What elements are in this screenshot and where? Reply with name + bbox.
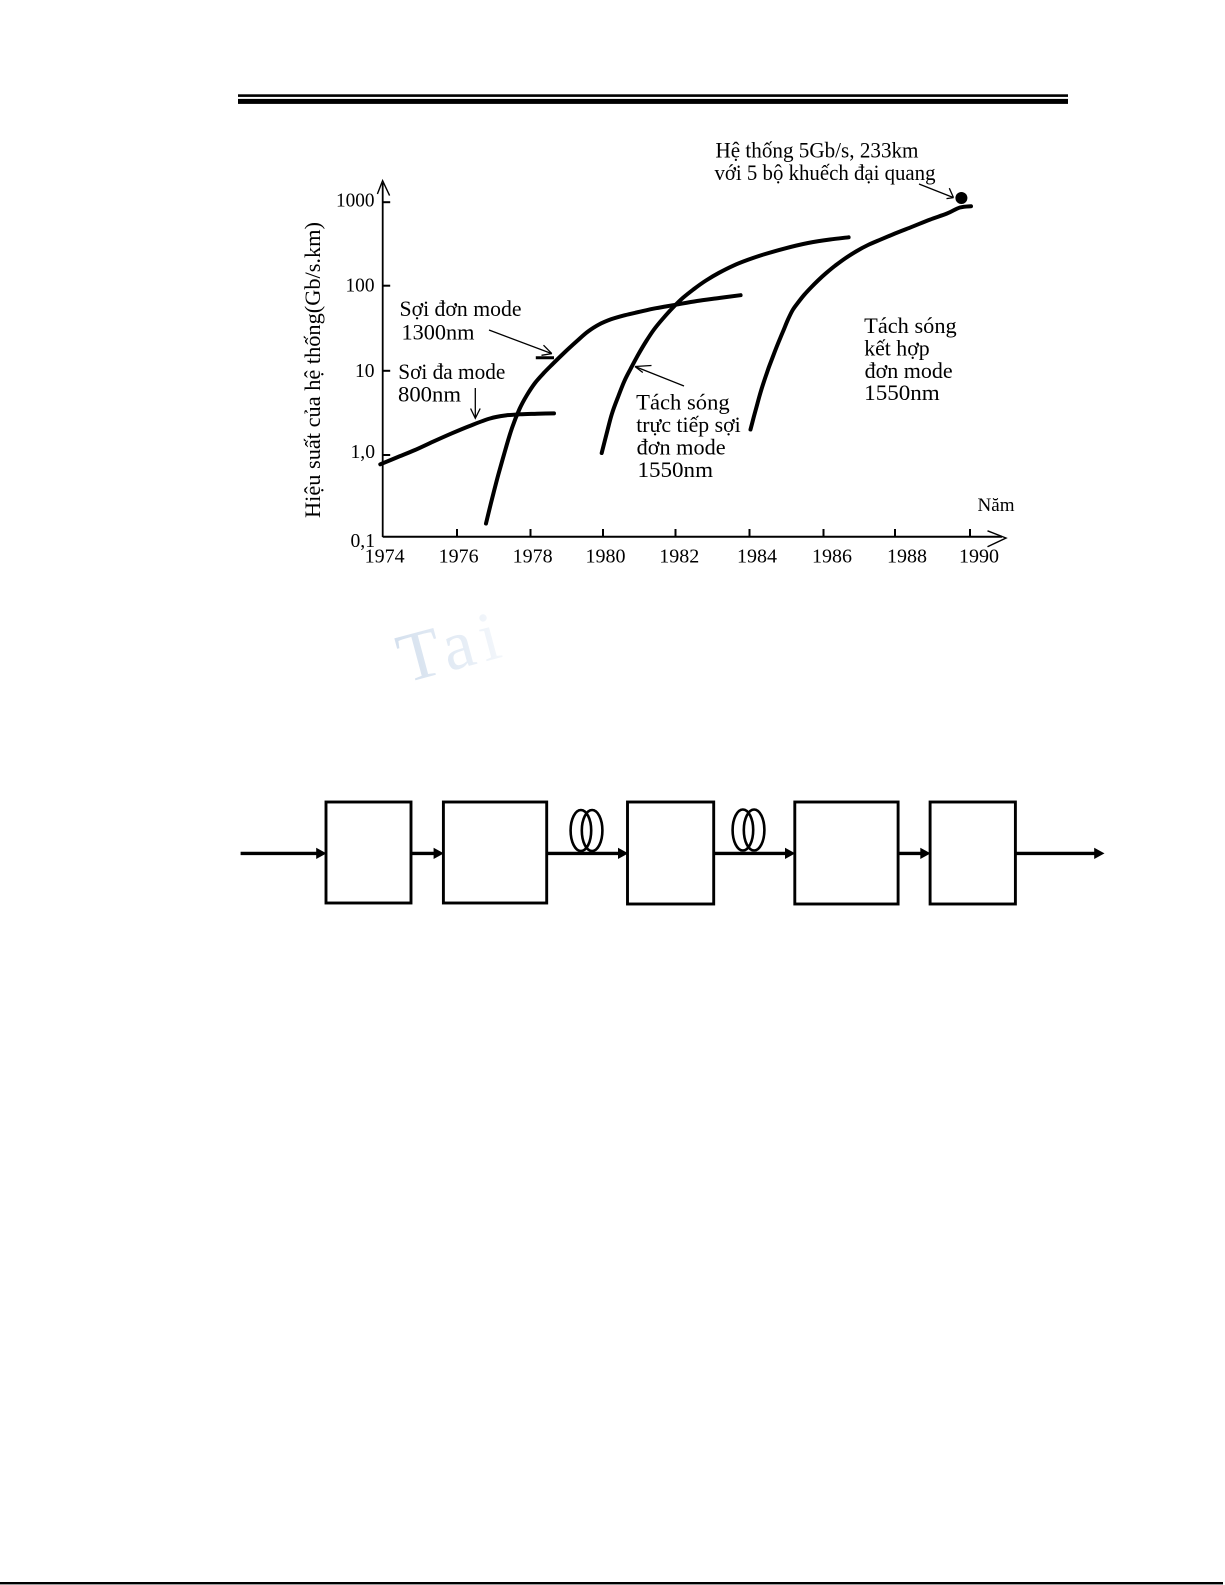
svg-text:1988: 1988 xyxy=(887,546,927,568)
svg-text:1000: 1000 xyxy=(336,189,375,211)
svg-text:100: 100 xyxy=(346,275,375,297)
svg-text:1550nm: 1550nm xyxy=(864,380,940,405)
svg-text:đơn mode: đơn mode xyxy=(865,359,953,383)
svg-text:800nm: 800nm xyxy=(398,381,461,406)
svg-text:1990: 1990 xyxy=(959,546,999,568)
svg-text:với 5 bộ khuếch đại quang: với 5 bộ khuếch đại quang xyxy=(715,161,936,185)
svg-text:1,0: 1,0 xyxy=(351,441,376,463)
svg-text:1976: 1976 xyxy=(439,546,479,568)
svg-text:1984: 1984 xyxy=(737,546,777,568)
svg-text:đơn mode: đơn mode xyxy=(637,436,726,460)
svg-text:Sơi đa mode: Sơi đa mode xyxy=(398,360,505,384)
svg-text:1300nm: 1300nm xyxy=(402,319,475,344)
svg-text:1974: 1974 xyxy=(365,546,405,568)
svg-text:1978: 1978 xyxy=(513,546,553,568)
svg-text:Hệ thống 5Gb/s, 233km: Hệ thống 5Gb/s, 233km xyxy=(716,139,919,163)
svg-text:1980: 1980 xyxy=(586,546,626,568)
svg-text:Tai: Tai xyxy=(389,596,515,699)
svg-text:Hiệu suất của hệ thống(Gb/s.km: Hiệu suất của hệ thống(Gb/s.km) xyxy=(300,222,325,518)
svg-text:Tách sóng: Tách sóng xyxy=(636,390,730,414)
svg-text:kết hợp: kết hợp xyxy=(864,336,930,360)
svg-text:10: 10 xyxy=(355,360,375,382)
svg-text:trực tiếp sợi: trực tiếp sợi xyxy=(636,413,741,437)
svg-text:1982: 1982 xyxy=(659,546,699,568)
svg-text:1986: 1986 xyxy=(812,546,852,568)
svg-text:Tách sóng: Tách sóng xyxy=(864,314,957,338)
svg-text:Sợi đơn mode: Sợi đơn mode xyxy=(400,297,522,321)
svg-text:Năm: Năm xyxy=(978,495,1015,516)
svg-text:1550nm: 1550nm xyxy=(638,457,714,482)
svg-text:0,1: 0,1 xyxy=(351,530,376,552)
